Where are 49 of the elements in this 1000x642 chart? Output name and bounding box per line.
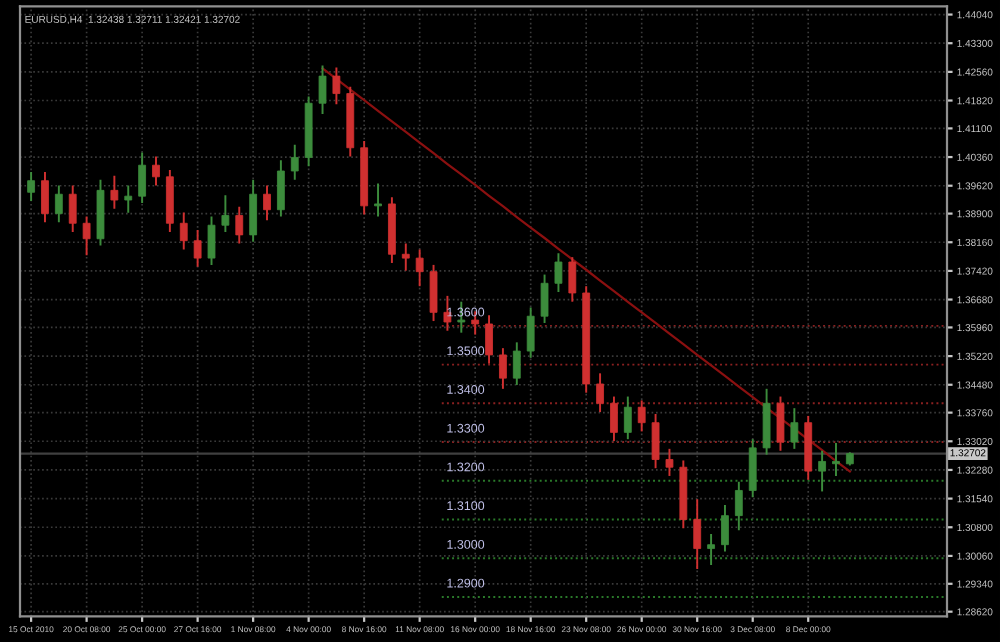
candlestick — [721, 504, 729, 552]
candlestick — [193, 230, 202, 267]
candlestick — [762, 388, 771, 455]
candlestick — [707, 534, 715, 566]
candlestick — [124, 185, 133, 213]
candlestick — [734, 481, 743, 531]
candlestick — [748, 439, 757, 498]
candlestick — [554, 253, 563, 293]
candlestick — [499, 348, 507, 389]
candlestick — [832, 443, 840, 476]
candlestick — [596, 373, 604, 413]
candlestick — [665, 448, 674, 476]
candlestick — [693, 499, 702, 569]
candlestick — [610, 396, 618, 442]
candlestick — [512, 342, 521, 385]
candlestick — [415, 249, 424, 287]
candlestick — [623, 396, 632, 440]
line-series — [321, 67, 851, 473]
candlestick — [221, 195, 230, 232]
candlestick — [485, 315, 493, 364]
candlestick — [165, 170, 174, 232]
candlestick — [526, 307, 535, 358]
candlestick — [790, 408, 799, 449]
candlestick — [138, 152, 147, 203]
candlestick — [776, 396, 785, 451]
candlestick — [332, 67, 341, 105]
candlestick — [235, 206, 244, 244]
candlestick — [54, 185, 63, 223]
candlestick — [277, 160, 285, 217]
candlestick — [568, 257, 577, 302]
candlestick — [818, 450, 826, 492]
candlestick — [41, 171, 49, 223]
candlestick — [540, 274, 549, 323]
candlestick — [249, 179, 258, 242]
candlestick — [207, 216, 216, 265]
candlestick — [637, 400, 646, 432]
candlestick — [263, 185, 271, 221]
candlestick — [152, 156, 160, 186]
candlestick — [290, 144, 299, 180]
candlestick — [429, 264, 438, 322]
candlestick — [401, 243, 410, 271]
candlestick — [68, 185, 77, 232]
candlestick — [374, 183, 382, 217]
candlestick — [110, 175, 119, 209]
candlestick — [82, 216, 91, 256]
candlestick — [27, 171, 35, 202]
candlestick — [318, 65, 327, 114]
candlestick — [179, 212, 188, 250]
candlestick — [651, 413, 660, 469]
